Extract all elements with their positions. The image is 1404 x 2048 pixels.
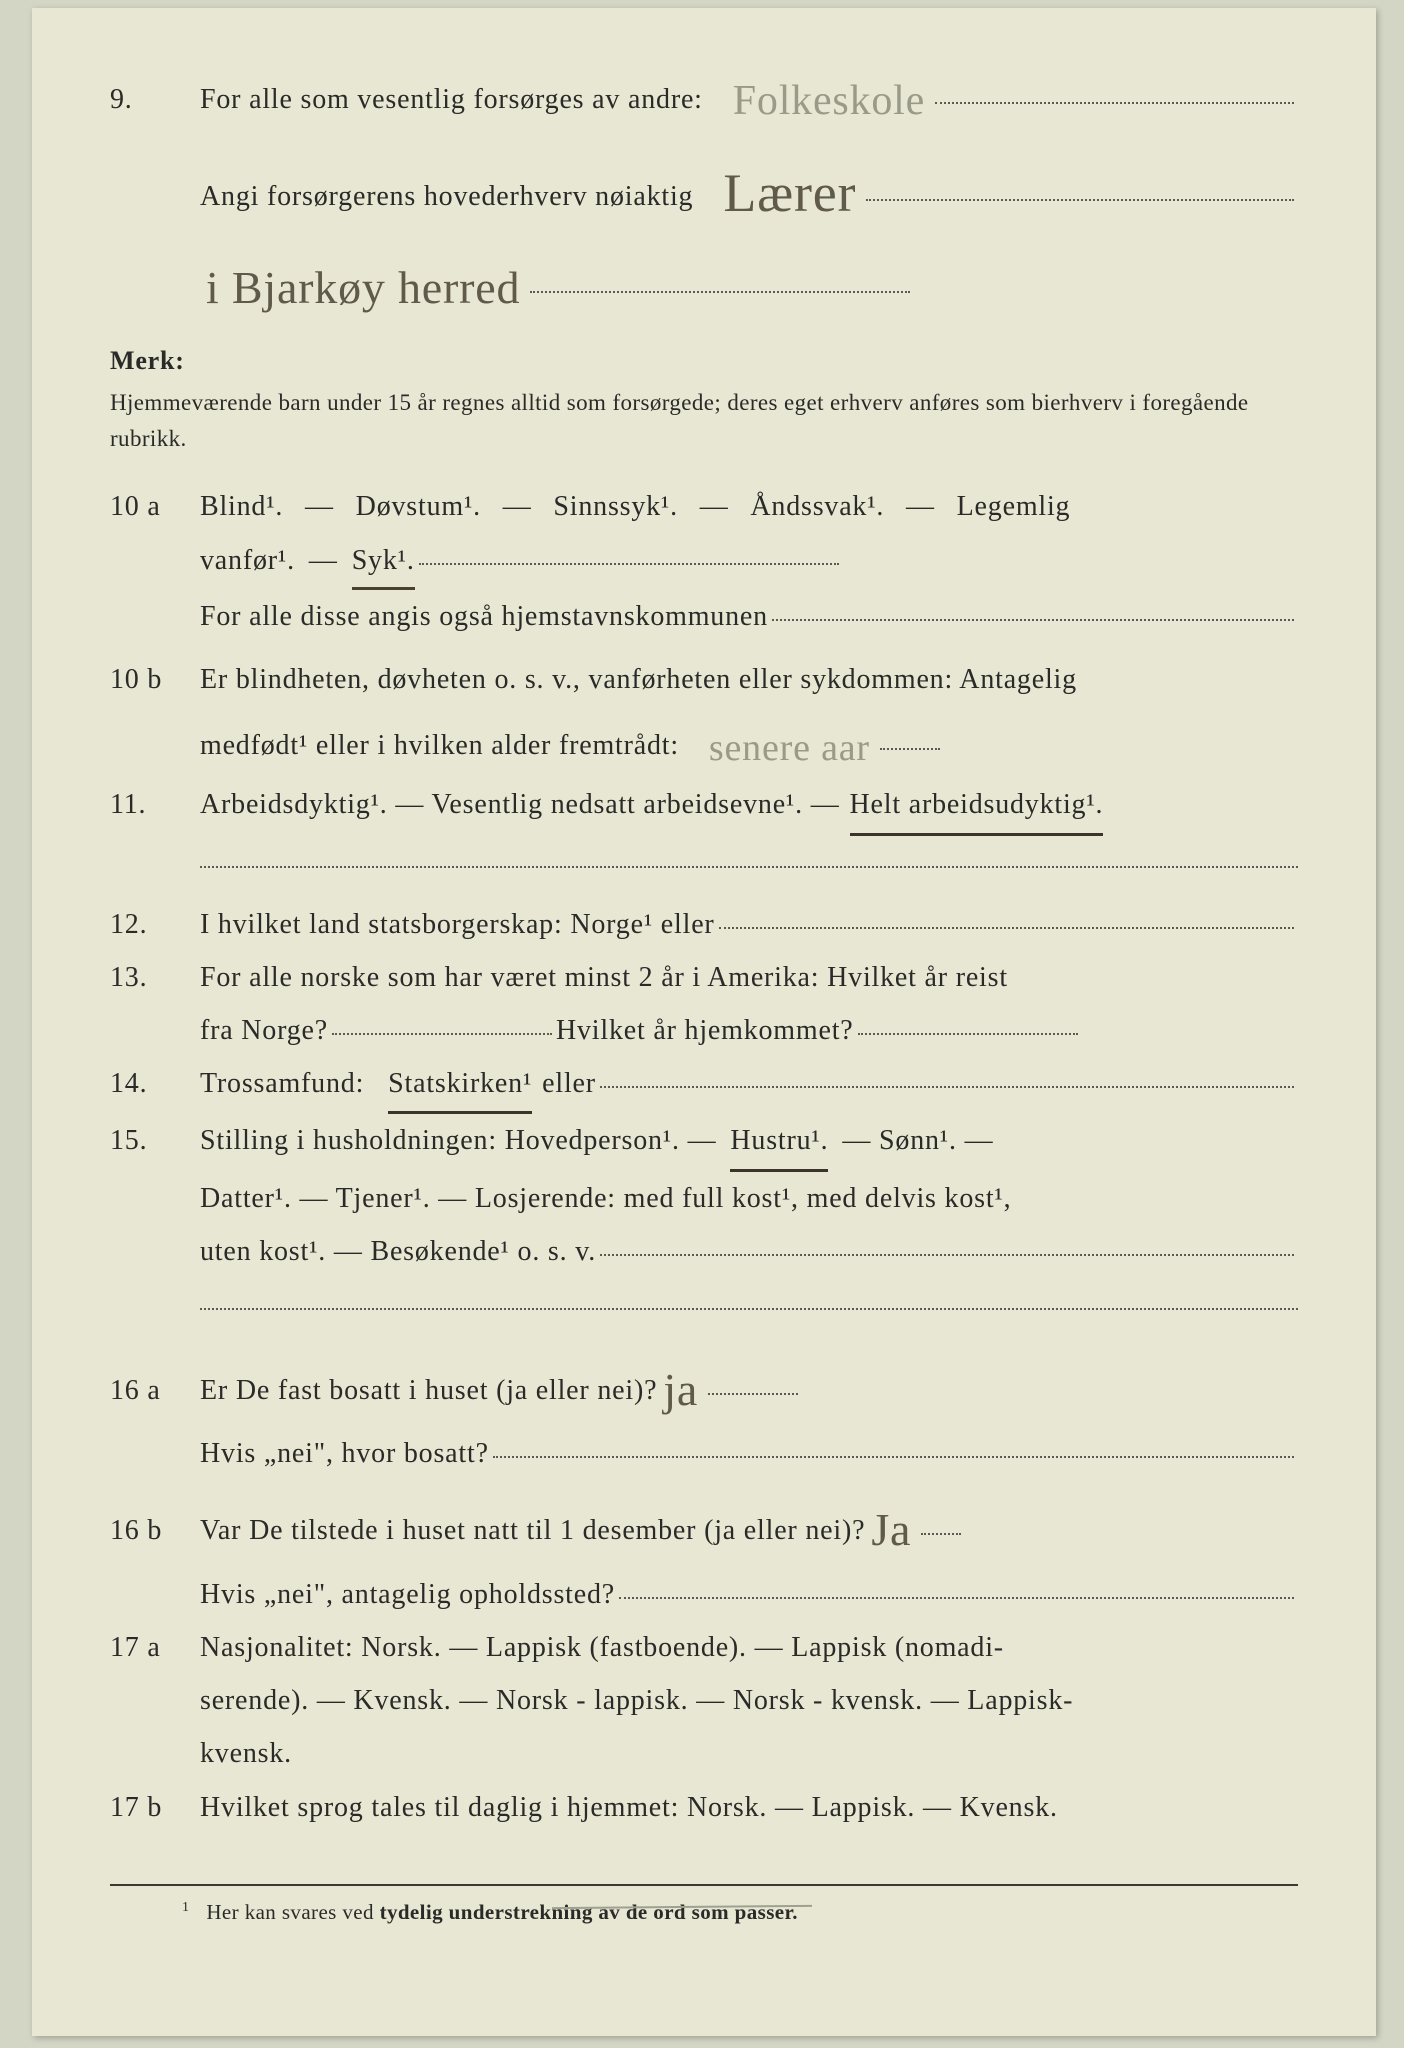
q17a-text3: kvensk. — [200, 1727, 292, 1780]
footnote: 1 Her kan svares ved tydelig understrekn… — [182, 1900, 1298, 1925]
q13-line2: fra Norge? Hvilket år hjemkommet? — [110, 1004, 1298, 1057]
q14-post: eller — [542, 1057, 596, 1110]
q9-handwritten-mid: Lærer — [717, 142, 862, 245]
q15-line3: uten kost¹. — Besøkende¹ o. s. v. — [110, 1225, 1298, 1278]
q17b-line: 17 b Hvilket sprog tales til daglig i hj… — [110, 1781, 1298, 1834]
q16a-line2: Hvis „nei", hvor bosatt? — [110, 1427, 1298, 1480]
q17b-number: 17 b — [110, 1781, 200, 1834]
q17a-text2: serende). — Kvensk. — Norsk - lappisk. —… — [200, 1674, 1073, 1727]
q10b-text1: Er blindheten, døvheten o. s. v., vanfør… — [200, 653, 1077, 706]
q10a-opt1: Døvstum¹. — [356, 491, 481, 522]
q10a-line3: For alle disse angis også hjemstavnskomm… — [110, 590, 1298, 643]
q14-line: 14. Trossamfund: Statskirken¹ eller — [110, 1057, 1298, 1114]
section-rule-1 — [200, 866, 1298, 868]
q13-number: 13. — [110, 951, 200, 1004]
q10a-opt2: Sinnssyk¹. — [553, 491, 678, 522]
q15-post: — Sønn¹. — — [842, 1114, 993, 1167]
q17a-line3: kvensk. — [110, 1727, 1298, 1780]
q9-label2: Angi forsørgerens hovederhverv nøiaktig — [200, 170, 693, 223]
q10a-syk-underlined: Syk¹. — [352, 534, 415, 590]
q16a-handwritten: ja — [657, 1346, 704, 1433]
q13-text2b: Hvilket år hjemkommet? — [556, 1004, 854, 1057]
q9-line3: i Bjarkøy herred — [110, 238, 1298, 325]
q16a-text2: Hvis „nei", hvor bosatt? — [200, 1427, 489, 1480]
q9-number: 9. — [110, 73, 200, 126]
q16b-number: 16 b — [110, 1504, 200, 1557]
q17a-number: 17 a — [110, 1621, 200, 1674]
q10b-text2: medfødt¹ eller i hvilken alder fremtrådt… — [200, 719, 679, 772]
q15-text2: Datter¹. — Tjener¹. — Losjerende: med fu… — [200, 1172, 1011, 1225]
q9-line2: Angi forsørgerens hovederhverv nøiaktig … — [110, 136, 1298, 239]
q16a-number: 16 a — [110, 1364, 200, 1417]
q16a-line1: 16 a Er De fast bosatt i huset (ja eller… — [110, 1340, 1298, 1427]
q15-number: 15. — [110, 1114, 200, 1167]
q10a-line1: 10 a Blind¹. — Døvstum¹. — Sinnssyk¹. — … — [110, 480, 1298, 533]
q16b-line2: Hvis „nei", antagelig opholdssted? — [110, 1568, 1298, 1621]
merk-note: Merk: Hjemmeværende barn under 15 år reg… — [110, 336, 1298, 457]
q16b-text1: Var De tilstede i huset natt til 1 desem… — [200, 1504, 865, 1557]
q17a-line2: serende). — Kvensk. — Norsk - lappisk. —… — [110, 1674, 1298, 1727]
q13-text2a: fra Norge? — [200, 1004, 328, 1057]
q9-line1: 9. For alle som vesentlig forsørges av a… — [110, 56, 1298, 136]
q12-text: I hvilket land statsborgerskap: Norge¹ e… — [200, 898, 715, 951]
q12-line: 12. I hvilket land statsborgerskap: Norg… — [110, 898, 1298, 951]
q10b-line1: 10 b Er blindheten, døvheten o. s. v., v… — [110, 653, 1298, 706]
q16b-line1: 16 b Var De tilstede i huset natt til 1 … — [110, 1480, 1298, 1567]
census-form-page: 9. For alle som vesentlig forsørges av a… — [32, 8, 1376, 2036]
q10a-hjemstavn: For alle disse angis også hjemstavnskomm… — [200, 590, 768, 643]
merk-text: Hjemmeværende barn under 15 år regnes al… — [110, 385, 1298, 456]
q15-text3: uten kost¹. — Besøkende¹ o. s. v. — [200, 1225, 596, 1278]
q17a-text1: Nasjonalitet: Norsk. — Lappisk (fastboen… — [200, 1621, 1004, 1674]
q17b-text: Hvilket sprog tales til daglig i hjemmet… — [200, 1781, 1058, 1834]
q16a-text1: Er De fast bosatt i huset (ja eller nei)… — [200, 1364, 657, 1417]
footnote-plain: Her kan svares ved — [206, 1900, 379, 1924]
q9-handwritten-bottom: i Bjarkøy herred — [200, 244, 526, 331]
q10a-opt0: Blind¹. — [200, 491, 283, 522]
q14-underlined: Statskirken¹ — [388, 1057, 532, 1114]
q15-pre: Stilling i husholdningen: Hovedperson¹. … — [200, 1114, 716, 1167]
q15-hustru: Hustru¹. — [730, 1114, 828, 1171]
merk-label: Merk: — [110, 336, 200, 385]
q10a-number: 10 a — [110, 480, 200, 533]
q11-underlined: Helt arbeidsudyktig¹. — [850, 778, 1104, 835]
q16b-handwritten: Ja — [865, 1486, 917, 1573]
q9-label1: For alle som vesentlig forsørges av andr… — [200, 73, 703, 126]
q11-number: 11. — [110, 778, 200, 831]
q10a-line2: vanfør¹. — Syk¹. — [110, 534, 1298, 590]
q10b-number: 10 b — [110, 653, 200, 706]
q14-pre: Trossamfund: — [200, 1057, 364, 1110]
q10a-opt3: Åndssvak¹. — [750, 491, 884, 522]
q10a-vanfor: vanfør¹. — [200, 534, 295, 587]
q12-number: 12. — [110, 898, 200, 951]
q11-pre: Arbeidsdyktig¹. — Vesentlig nedsatt arbe… — [200, 778, 840, 831]
q10b-line2: medfødt¹ eller i hvilken alder fremtrådt… — [110, 706, 1298, 778]
q10b-handwritten: senere aar — [703, 712, 876, 784]
q15-line2: Datter¹. — Tjener¹. — Losjerende: med fu… — [110, 1172, 1298, 1225]
footnote-marker: 1 — [182, 1900, 189, 1915]
q13-text1: For alle norske som har været minst 2 år… — [200, 951, 1008, 1004]
q13-line1: 13. For alle norske som har været minst … — [110, 951, 1298, 1004]
q11-line: 11. Arbeidsdyktig¹. — Vesentlig nedsatt … — [110, 778, 1298, 835]
footnote-bold: tydelig understrekning av de ord som pas… — [380, 1900, 798, 1924]
q15-line1: 15. Stilling i husholdningen: Hovedperso… — [110, 1114, 1298, 1171]
q16b-text2: Hvis „nei", antagelig opholdssted? — [200, 1568, 615, 1621]
q14-number: 14. — [110, 1057, 200, 1110]
q9-handwritten-top: Folkeskole — [727, 62, 931, 142]
q10a-opt4: Legemlig — [957, 491, 1071, 522]
section-rule-2 — [200, 1308, 1298, 1310]
footnote-rule — [110, 1884, 1298, 1886]
q17a-line1: 17 a Nasjonalitet: Norsk. — Lappisk (fas… — [110, 1621, 1298, 1674]
